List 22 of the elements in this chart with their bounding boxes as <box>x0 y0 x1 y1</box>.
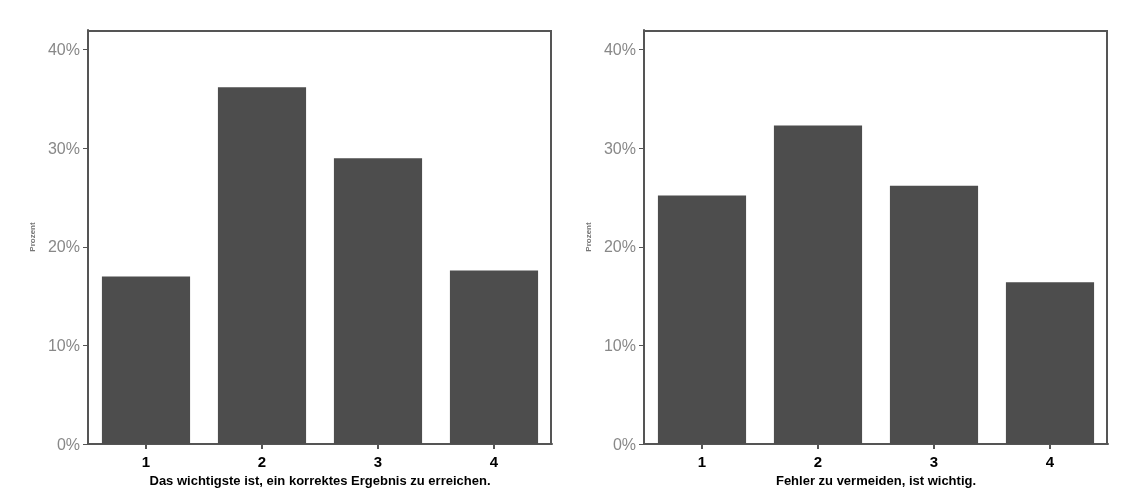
x-tick-label: 4 <box>489 453 499 470</box>
y-tick-label: 30% <box>603 139 636 157</box>
y-tick-label: 20% <box>603 238 636 256</box>
y-tick-label: 10% <box>603 336 636 354</box>
x-tick-label: 1 <box>141 453 151 470</box>
y-tick-label: 20% <box>47 238 80 256</box>
x-tick-label: 4 <box>1045 453 1055 470</box>
x-axis-title: Fehler zu vermeiden, ist wichtig. <box>775 472 977 488</box>
y-tick-label: 10% <box>47 336 80 354</box>
y-tick-label: 40% <box>603 41 636 59</box>
y-tick-label: 30% <box>47 139 80 157</box>
x-tick-label: 1 <box>697 453 707 470</box>
y-tick-label: 40% <box>47 41 80 59</box>
x-tick-label: 3 <box>929 453 939 470</box>
y-axis-title: Prozent <box>583 222 593 252</box>
y-tick-label: 0% <box>56 435 80 453</box>
x-axis-title: Das wichtigste ist, ein korrektes Ergebnis zu erreichen. <box>149 472 491 488</box>
x-tick-label: 2 <box>813 453 823 470</box>
x-tick-label: 3 <box>373 453 383 470</box>
y-tick-label: 0% <box>612 435 636 453</box>
y-axis-title: Prozent <box>27 222 37 252</box>
x-tick-label: 2 <box>257 453 267 470</box>
